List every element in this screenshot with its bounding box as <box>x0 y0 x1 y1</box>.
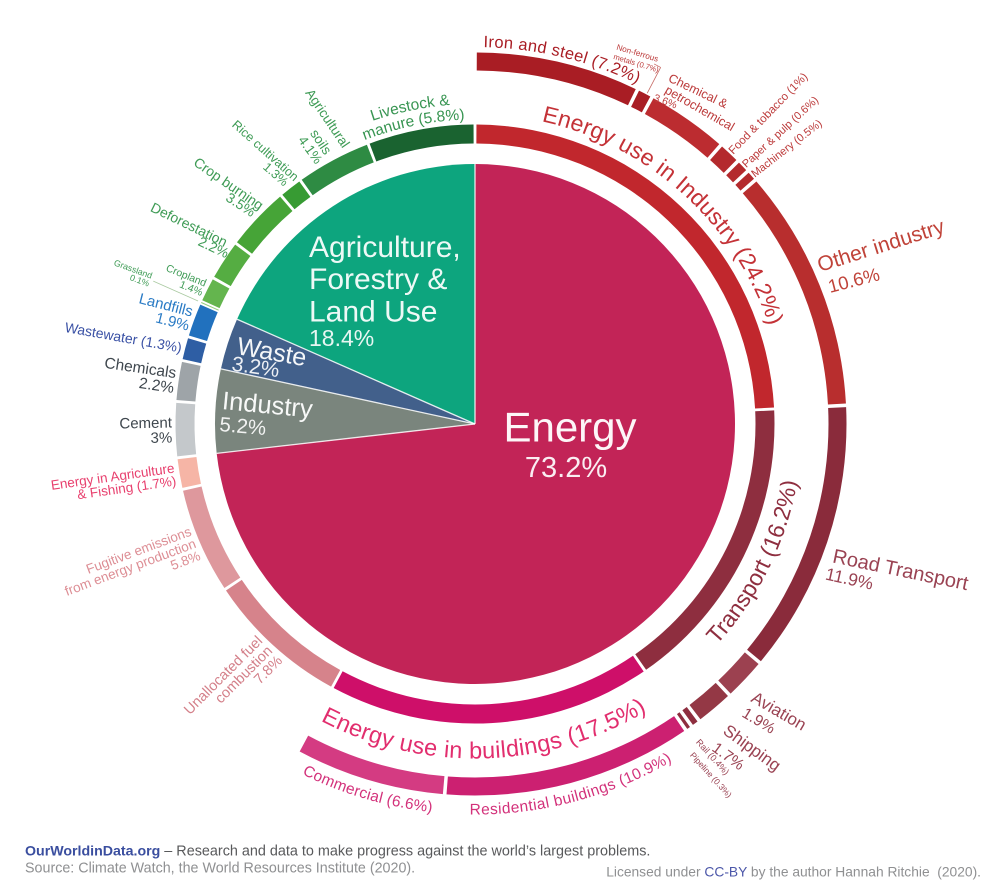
svg-text:Licensed under CC-BY by the au: Licensed under CC-BY by the author Hanna… <box>606 865 981 880</box>
svg-text:OurWorldinData.org – Research: OurWorldinData.org – Research and data t… <box>25 844 650 860</box>
svg-text:18.4%: 18.4% <box>309 325 374 351</box>
svg-text:Energy: Energy <box>503 404 636 451</box>
svg-text:Agriculture,Forestry &Land Use: Agriculture, Forestry & Land Use <box>309 231 461 329</box>
svg-text:Cement3%: Cement3% <box>119 414 173 447</box>
svg-text:73.2%: 73.2% <box>525 452 607 484</box>
svg-text:5.2%: 5.2% <box>219 413 268 440</box>
svg-text:Source: Climate Watch, the Wor: Source: Climate Watch, the World Resourc… <box>25 861 415 877</box>
